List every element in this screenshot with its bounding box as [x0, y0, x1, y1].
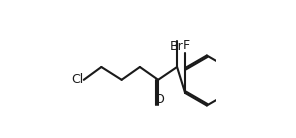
- Text: F: F: [182, 39, 189, 52]
- Text: Cl: Cl: [72, 73, 84, 86]
- Text: O: O: [154, 92, 164, 106]
- Text: Br: Br: [170, 40, 184, 53]
